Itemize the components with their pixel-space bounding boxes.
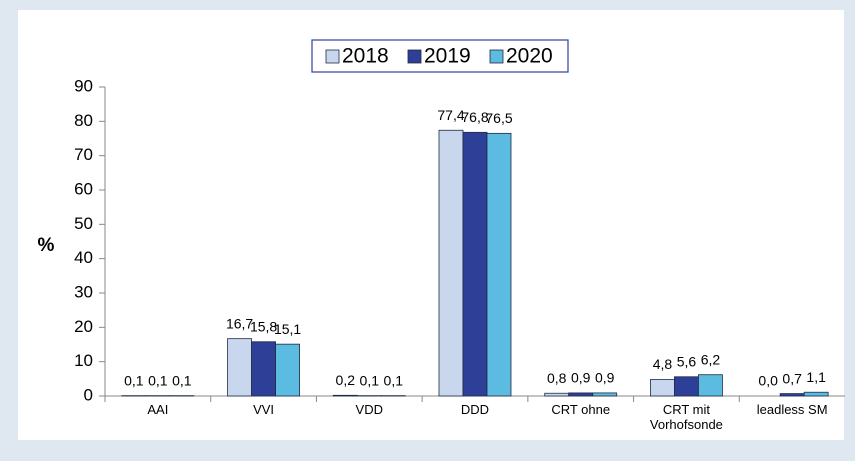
- x-tick-label: AAI: [147, 402, 169, 417]
- y-tick-label: 10: [74, 351, 93, 370]
- x-tick-label: VVI: [253, 402, 275, 417]
- y-tick-label: 20: [74, 317, 93, 336]
- x-tick-label: DDD: [460, 402, 490, 417]
- legend-label: 2019: [424, 45, 471, 68]
- data-label: 0,2: [336, 372, 356, 388]
- data-label: 0,9: [571, 370, 591, 386]
- x-tick-label: CRT mit Vorhofsonde: [649, 402, 723, 432]
- bar: [544, 392, 570, 397]
- bar: [486, 132, 512, 397]
- legend-label: 2020: [506, 45, 553, 68]
- legend-swatch: [325, 49, 340, 64]
- y-tick-label: 90: [74, 76, 93, 95]
- y-tick-label: 0: [84, 385, 93, 404]
- y-tick-label: 40: [74, 248, 93, 267]
- legend-swatch: [407, 49, 422, 64]
- data-label: 76,8: [461, 109, 488, 125]
- data-label: 0,7: [782, 370, 802, 386]
- bar: [674, 376, 699, 397]
- data-label: 0,1: [172, 372, 192, 388]
- data-label: 0,1: [124, 372, 144, 388]
- y-tick-label: 70: [74, 145, 93, 164]
- data-label: 0,1: [360, 372, 380, 388]
- bar: [698, 374, 723, 397]
- y-tick-label: 80: [74, 111, 93, 130]
- legend-label: 2018: [342, 45, 389, 68]
- bar: [251, 341, 276, 397]
- y-tick-label: 50: [74, 214, 93, 233]
- data-label: 15,1: [274, 321, 301, 337]
- bar: [779, 393, 805, 397]
- bar: [227, 338, 252, 397]
- data-label: 77,4: [437, 107, 464, 123]
- bar: [275, 343, 300, 397]
- data-label: 0,1: [384, 372, 404, 388]
- data-label: 0,9: [595, 370, 615, 386]
- data-label: 4,8: [653, 356, 673, 372]
- x-tick-label: leadless SM: [756, 402, 828, 417]
- data-label: 6,2: [701, 351, 721, 367]
- legend-swatch: [489, 49, 504, 64]
- bar: [462, 131, 488, 397]
- y-tick-label: 30: [74, 282, 93, 301]
- bar: [438, 129, 464, 397]
- bar: [592, 392, 618, 397]
- data-label: 5,6: [677, 353, 697, 369]
- data-label: 15,8: [250, 318, 277, 334]
- x-tick-label: CRT ohne: [551, 402, 611, 417]
- bar: [568, 392, 594, 397]
- data-label: 76,5: [485, 110, 512, 126]
- bar: [803, 391, 829, 397]
- data-label: 16,7: [226, 315, 253, 331]
- legend-box: [311, 39, 569, 73]
- x-tick-label: VDD: [355, 402, 383, 417]
- data-label: 1,1: [806, 369, 826, 385]
- data-label: 0,8: [547, 370, 567, 386]
- data-label: 0,0: [758, 373, 778, 389]
- plot-background: [18, 10, 844, 440]
- y-tick-label: 60: [74, 179, 93, 198]
- bar: [650, 379, 675, 397]
- y-axis-label: %: [38, 235, 55, 256]
- bar: [332, 394, 358, 397]
- data-label: 0,1: [148, 372, 168, 388]
